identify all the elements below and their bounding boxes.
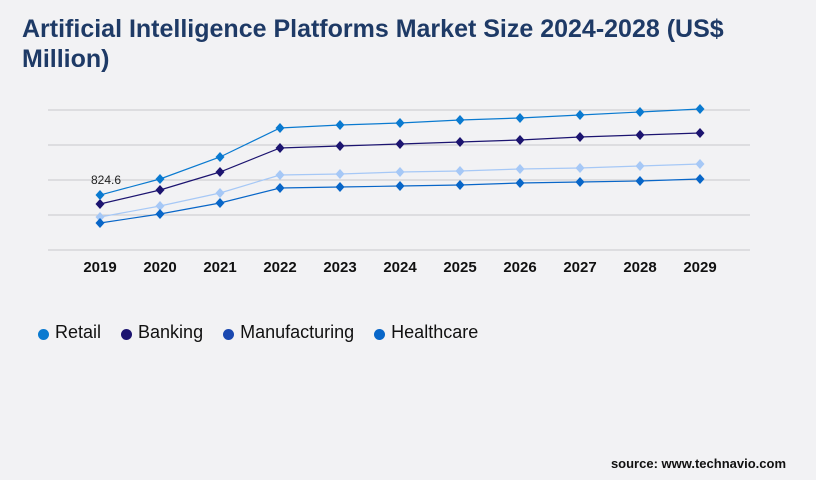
data-point-banking: [335, 141, 345, 151]
data-point-manufacturing: [395, 167, 405, 177]
data-point-retail: [455, 115, 465, 125]
data-point-healthcare: [515, 178, 525, 188]
legend-label: Healthcare: [391, 322, 479, 342]
data-point-retail: [335, 120, 345, 130]
x-tick-label: 2022: [263, 259, 296, 276]
x-tick-label: 2019: [83, 259, 116, 276]
data-point-healthcare: [215, 198, 225, 208]
legend-item-healthcare: Healthcare: [374, 322, 478, 343]
line-chart: 2019 2020 2021 2022 2023 2024 2025 2026 2027 2028…: [48, 104, 750, 276]
x-tick-label: 2027: [563, 259, 596, 276]
data-point-retail: [155, 174, 165, 184]
data-point-manufacturing: [335, 169, 345, 179]
data-point-manufacturing: [635, 161, 645, 171]
data-point-banking: [155, 185, 165, 195]
legend-label: Manufacturing: [240, 322, 355, 342]
data-point-banking: [575, 132, 585, 142]
data-point-retail: [395, 118, 405, 128]
data-point-manufacturing: [575, 163, 585, 173]
x-tick-label: 2026: [503, 259, 536, 276]
data-point-manufacturing: [455, 166, 465, 176]
data-point-manufacturing: [515, 164, 525, 174]
data-point-healthcare: [695, 174, 705, 184]
x-tick-label: 2029: [683, 259, 716, 276]
data-point-healthcare: [575, 177, 585, 187]
legend-label: Retail: [55, 322, 102, 342]
data-point-manufacturing: [275, 170, 285, 180]
data-point-healthcare: [275, 183, 285, 193]
data-point-retail: [95, 190, 105, 201]
data-point-banking: [635, 130, 645, 140]
x-tick-label: 2024: [383, 259, 417, 276]
data-point-retail: [215, 152, 225, 162]
legend-marker-icon: [374, 328, 386, 340]
data-point-banking: [695, 128, 705, 138]
data-point-retail: [275, 123, 285, 133]
x-tick-label: 2021: [203, 259, 236, 276]
data-point-banking: [215, 167, 225, 177]
data-point-banking: [515, 135, 525, 145]
data-point-banking: [395, 139, 405, 149]
legend-label: Banking: [138, 322, 204, 342]
legend-item-manufacturing: Manufacturing: [223, 322, 354, 343]
data-point-banking: [455, 137, 465, 147]
legend: Retail Banking Manufacturing Healthcare: [38, 322, 478, 343]
x-tick-label: 2023: [323, 259, 356, 276]
data-point-banking: [275, 143, 285, 153]
data-point-healthcare: [455, 180, 465, 190]
legend-marker-icon: [223, 328, 235, 340]
legend-item-banking: Banking: [121, 322, 203, 343]
data-point-retail: [635, 107, 645, 117]
legend-item-retail: Retail: [38, 322, 101, 343]
legend-marker-icon: [121, 328, 133, 340]
x-tick-label: 2028: [623, 259, 656, 276]
data-point-retail: [575, 110, 585, 120]
data-point-healthcare: [95, 218, 105, 228]
chart-title: Artificial Intelligence Platforms Market…: [22, 15, 724, 73]
data-point-healthcare: [635, 176, 645, 186]
data-point-healthcare: [155, 209, 165, 219]
data-point-healthcare: [395, 181, 405, 191]
data-point-manufacturing: [155, 201, 165, 211]
data-point-banking: [95, 199, 105, 209]
data-point-retail: [515, 113, 525, 123]
data-point-manufacturing: [695, 159, 705, 169]
data-point-manufacturing: [95, 212, 105, 222]
x-tick-label: 2025: [443, 259, 476, 276]
x-tick-label: 2020: [143, 259, 176, 276]
source-text: source: www.technavio.com: [610, 456, 786, 471]
data-point-retail: [695, 104, 705, 114]
legend-marker-icon: [38, 328, 49, 340]
data-point-manufacturing: [215, 188, 225, 198]
data-label: 824.6: [91, 173, 121, 187]
data-point-healthcare: [335, 182, 345, 192]
